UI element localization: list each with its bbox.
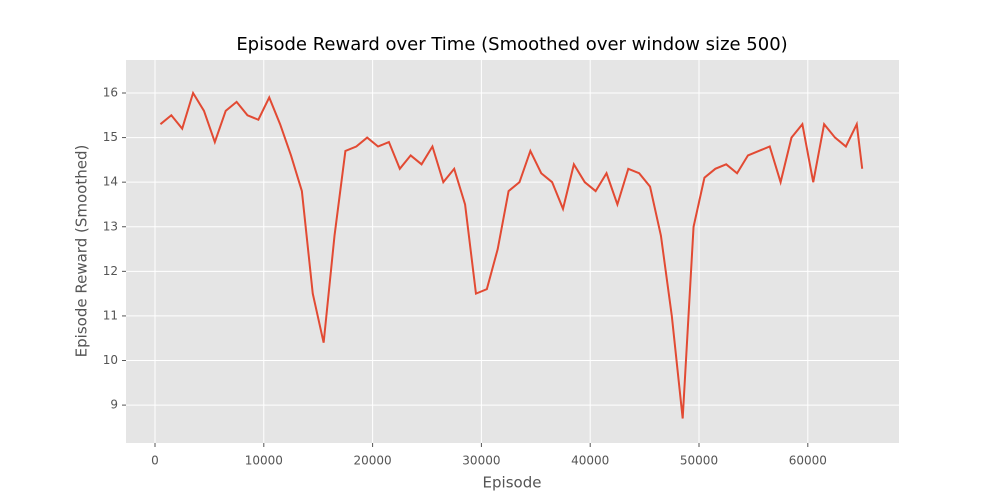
x-tick-label: 10000: [245, 454, 283, 468]
y-tick-label: 11: [103, 308, 118, 322]
plot-area: [126, 60, 899, 443]
y-tick-label: 12: [103, 264, 118, 278]
x-tick-label: 0: [151, 454, 159, 468]
y-axis-label: Episode Reward (Smoothed): [73, 145, 91, 358]
x-tick-label: 40000: [571, 454, 609, 468]
y-tick-label: 10: [103, 353, 118, 367]
x-tick-label: 50000: [680, 454, 718, 468]
x-axis-label: Episode: [483, 474, 542, 492]
chart-title: Episode Reward over Time (Smoothed over …: [236, 34, 787, 55]
y-tick-label: 15: [103, 130, 118, 144]
x-tick-label: 30000: [462, 454, 500, 468]
y-tick-label: 16: [103, 85, 118, 99]
y-tick-label: 9: [110, 398, 118, 412]
y-tick-label: 14: [103, 175, 118, 189]
data-line: [159, 90, 864, 419]
x-tick-label: 20000: [354, 454, 392, 468]
y-tick-label: 13: [103, 219, 118, 233]
x-tick-label: 60000: [789, 454, 827, 468]
